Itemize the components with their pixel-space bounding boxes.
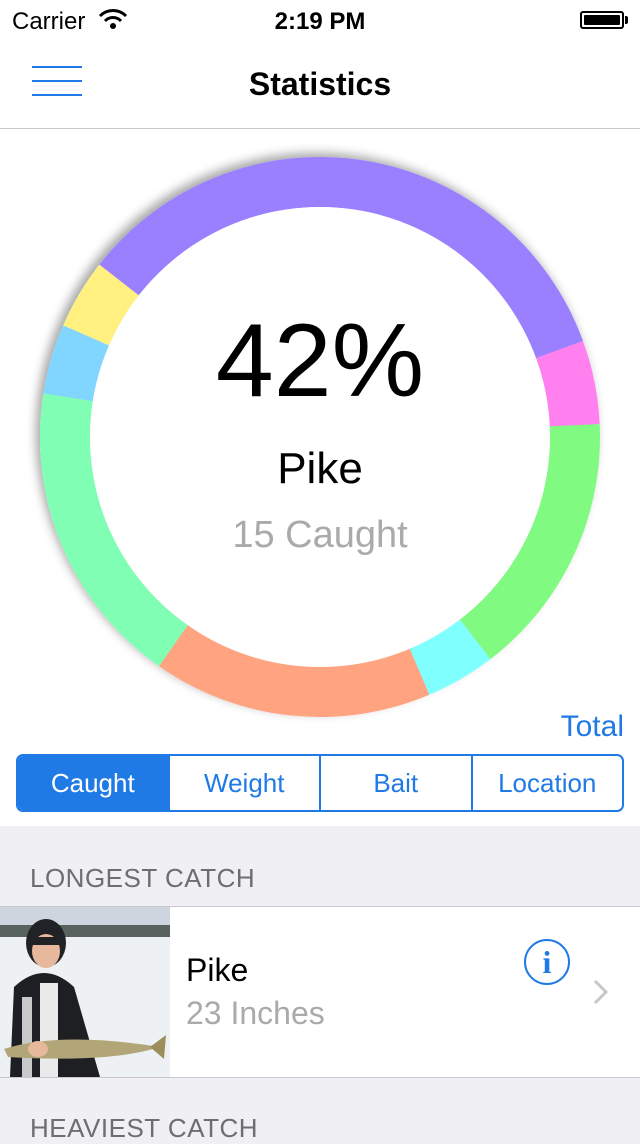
donut-slice-8[interactable]	[63, 264, 139, 346]
chevron-right-icon	[593, 979, 609, 1005]
donut-slice-5[interactable]	[159, 625, 430, 717]
tab-weight[interactable]: Weight	[167, 756, 320, 810]
page-title: Statistics	[248, 66, 392, 102]
carrier-label: Carrier	[12, 8, 86, 35]
tab-bait[interactable]: Bait	[319, 756, 471, 810]
donut-chart[interactable]	[0, 129, 640, 749]
donut-slice-6[interactable]	[39, 393, 188, 667]
donut-slice-4[interactable]	[409, 619, 491, 695]
stats-segmented-control: Caught Weight Bait Location	[16, 754, 624, 812]
catch-length: 23 Inches	[186, 995, 325, 1031]
catch-species: Pike	[186, 952, 249, 988]
selected-species: Pike	[277, 444, 363, 493]
catch-photo	[0, 907, 170, 1077]
hamburger-menu-icon[interactable]	[32, 64, 84, 100]
status-bar: Carrier 2:19 PM	[0, 0, 640, 40]
battery-icon	[580, 11, 624, 29]
donut-slice-3[interactable]	[459, 424, 600, 660]
info-icon[interactable]: i	[524, 939, 570, 985]
longest-catch-header: LONGEST CATCH	[30, 863, 256, 893]
top-bar: Carrier 2:19 PM Statistics	[0, 0, 640, 129]
wifi-icon	[98, 9, 128, 29]
status-time: 2:19 PM	[274, 8, 366, 35]
selected-count: 15 Caught	[232, 514, 408, 556]
tab-caught[interactable]: Caught	[18, 756, 168, 810]
selected-percent: 42%	[215, 303, 425, 419]
total-link[interactable]: Total	[560, 710, 624, 743]
battery-tip	[625, 16, 628, 24]
donut-slice-2[interactable]	[536, 340, 600, 427]
chart-panel: 42% Pike 15 Caught Total Caught Weight B…	[0, 129, 640, 826]
donut-slice-1[interactable]	[99, 156, 584, 359]
donut-slice-7[interactable]	[43, 325, 110, 402]
longest-catch-row[interactable]: Pike 23 Inches i	[0, 906, 640, 1078]
heaviest-catch-header: HEAVIEST CATCH	[30, 1113, 259, 1143]
tab-location[interactable]: Location	[470, 756, 623, 810]
